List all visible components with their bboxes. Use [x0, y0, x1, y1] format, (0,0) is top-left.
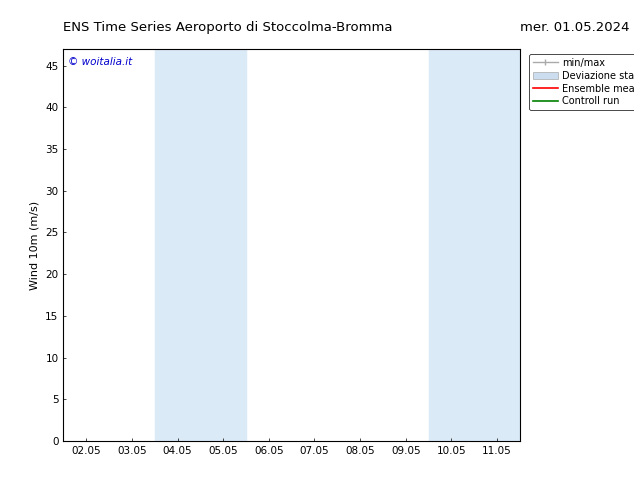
- Text: mer. 01.05.2024 09 UTC: mer. 01.05.2024 09 UTC: [520, 21, 634, 34]
- Text: © woitalia.it: © woitalia.it: [68, 57, 133, 67]
- Y-axis label: Wind 10m (m/s): Wind 10m (m/s): [30, 200, 40, 290]
- Text: ENS Time Series Aeroporto di Stoccolma-Bromma: ENS Time Series Aeroporto di Stoccolma-B…: [63, 21, 393, 34]
- Bar: [155, 49, 246, 441]
- Legend: min/max, Deviazione standard, Ensemble mean run, Controll run: min/max, Deviazione standard, Ensemble m…: [529, 54, 634, 110]
- Bar: [429, 49, 520, 441]
